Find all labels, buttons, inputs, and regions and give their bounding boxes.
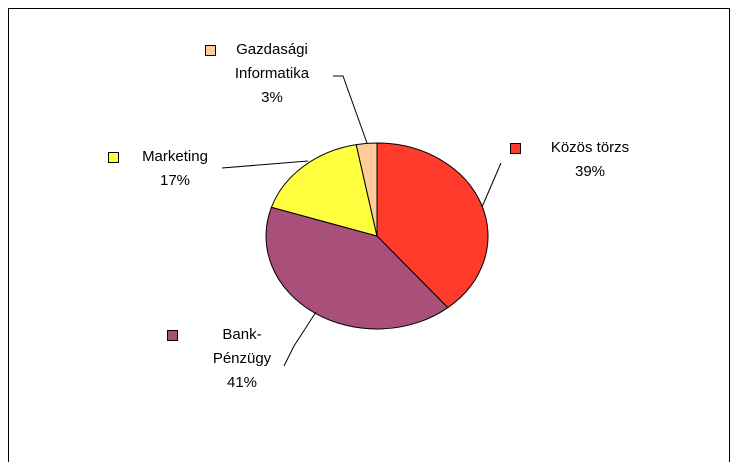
value-label: 41% [226,374,258,391]
pie-slice [355,142,378,237]
pie-slice [376,142,489,309]
legend-marker [108,152,119,163]
pie-slice [265,206,449,330]
slice-label: Gazdasági Informatika 3% [222,38,322,110]
value-label: 17% [159,172,191,189]
value-label: 39% [574,163,606,180]
value-label: 3% [261,89,283,106]
legend-marker [205,45,216,56]
leader-line [481,162,502,208]
leader-line [333,75,368,144]
legend-marker [167,330,178,341]
slice-label: Marketing 17% [115,145,235,193]
category-label: Marketing [142,148,208,165]
category-label: Bank-Pénzügy [212,326,272,367]
category-label: Közös törzs [550,139,630,156]
slice-label: Közös törzs 39% [515,136,665,184]
leader-line [221,160,309,169]
legend-marker [510,143,521,154]
leader-line [283,311,317,367]
category-label: Gazdasági Informatika [234,41,310,82]
pie-slice [270,144,378,237]
slice-label: Bank-Pénzügy 41% [207,323,277,395]
